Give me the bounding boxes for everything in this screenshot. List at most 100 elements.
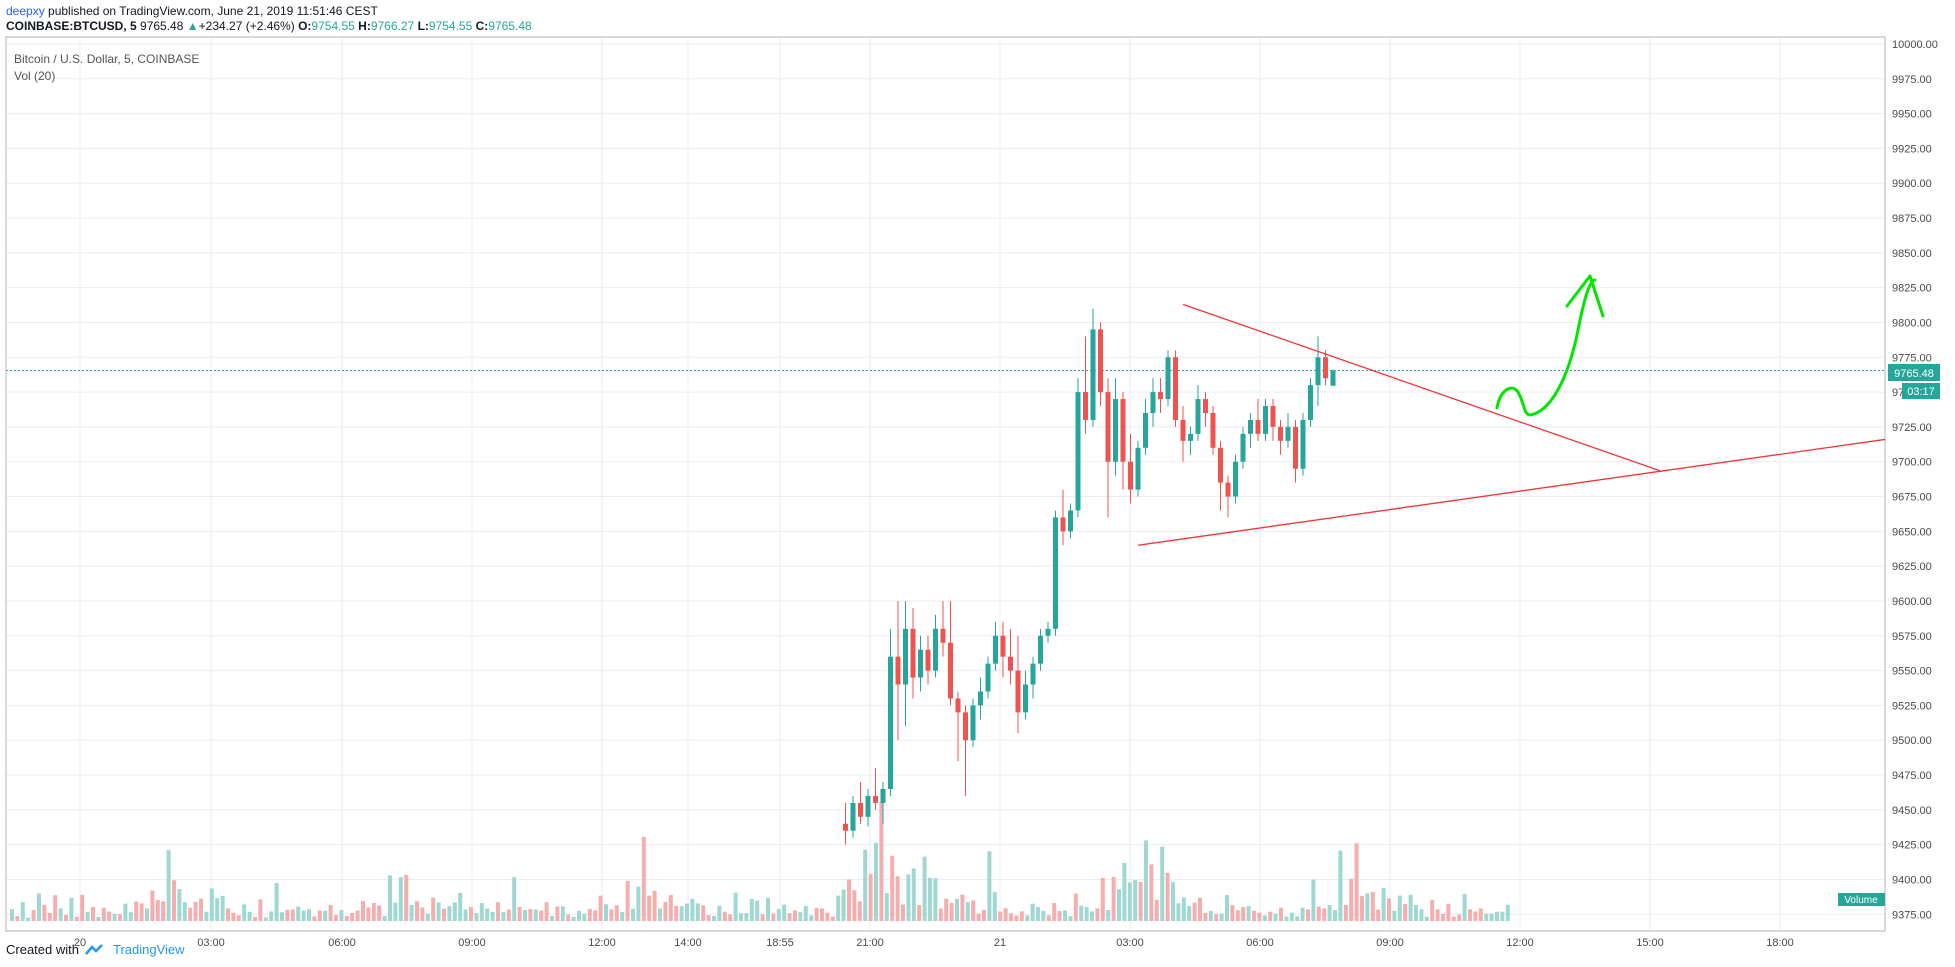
volume-bar [620,911,625,921]
volume-bar [825,912,830,921]
volume-bar [247,911,252,921]
volume-bar [398,877,403,921]
candle [1075,378,1081,518]
volume-bar [118,914,122,921]
x-tick-label: 18:00 [1766,937,1794,949]
volume-bar [361,901,365,921]
symbol-label[interactable]: COINBASE:BTCUSD, 5 [6,19,137,33]
tradingview-logo-icon[interactable] [85,943,107,956]
candle [1330,369,1336,386]
volume-bar [636,886,641,921]
volume-bar [1225,895,1229,921]
y-tick-label: 9375.00 [1892,909,1932,921]
volume-bar [10,909,14,921]
volume-bar [382,915,387,921]
candle [850,795,856,838]
y-tick-label: 9475.00 [1892,770,1932,782]
ohlc-line: COINBASE:BTCUSD, 5 9765.48 ▲+234.27 (+2.… [6,19,532,34]
descending-trendline[interactable] [1182,303,1663,473]
volume-bar [933,878,938,921]
x-tick-label: 20 [74,937,86,949]
candle [963,705,968,796]
volume-bar [1241,907,1246,921]
volume-bar [544,902,549,921]
volume-bar [782,904,787,921]
volume-bar [1176,903,1181,921]
volume-bar [1030,903,1035,921]
volume-bar [652,890,657,921]
volume-bar [404,874,409,921]
candle [1098,322,1103,407]
time-axis[interactable]: 20 03:00 06:00 09:00 12:00 14:00 18:55 21:00 21 0… [74,937,1794,949]
candle [1278,419,1283,455]
volume-bar [539,910,544,921]
volume-bar [1219,913,1224,921]
breakout-arrow[interactable] [1495,278,1597,417]
volume-bar [1095,908,1100,921]
volume-bar [571,916,576,921]
candle [1023,670,1028,720]
volume-bar [1084,906,1089,921]
candle [918,635,923,692]
candle [1255,399,1261,441]
volume-bar [307,909,311,921]
candle [858,782,863,824]
volume-bar [1252,910,1256,921]
volume-bar [706,915,711,921]
volume-bar [139,903,144,921]
volume-bar [285,909,290,921]
volume-bar [1041,910,1046,921]
tradingview-brand[interactable]: TradingView [112,942,185,957]
candle [978,677,983,720]
volume-bar [58,908,63,921]
volume-bar [911,868,916,921]
volume-bar [1392,910,1397,921]
volume-bar [1100,877,1105,921]
ascending-trendline[interactable] [1137,438,1886,546]
author-link[interactable]: deepxy [6,4,45,18]
candle [1143,399,1148,455]
volume-bar [215,898,220,921]
volume-bar [1484,913,1489,921]
volume-bar [647,895,652,921]
volume-bar [452,902,457,921]
volume-bar [193,901,198,921]
volume-bar [960,894,965,921]
volume-bar [1025,915,1030,921]
volume-bar [506,909,511,921]
candle [993,621,998,671]
x-tick-label: 15:00 [1636,937,1664,949]
volume-bar [1111,876,1116,921]
volume-bar [1495,911,1499,921]
candle [1008,628,1013,685]
candle [955,691,961,762]
candle [873,768,878,810]
volume-bar [91,906,95,921]
volume-legend: Vol (20) [14,69,55,83]
volume-bar [1127,882,1132,921]
volume-bar [1360,896,1364,921]
change-up-icon: ▲ [186,19,199,33]
drawings[interactable] [1137,274,1886,546]
created-with-text: Created with [6,942,79,957]
low-label: L: [417,19,429,33]
candle [1053,510,1058,636]
volume-bar [1052,903,1057,921]
volume-bar [733,892,738,921]
volume-bar [517,906,522,921]
volume-bar [1057,910,1062,921]
volume-bar [128,912,133,921]
volume-bar [550,916,554,921]
volume-bar [366,907,371,921]
y-tick-label: 9550.00 [1892,666,1932,678]
volume-bar [668,895,673,921]
volume-bar [393,902,398,921]
price-axis[interactable]: 10000.00 9975.00 9950.00 9925.00 9900.00 9875… [1892,39,1938,921]
candle [888,628,893,796]
volume-bar [874,842,878,921]
volume-bar [1279,907,1283,921]
volume-bar [857,901,862,921]
volume-bar [1505,904,1510,921]
chart-header: deepxy published on TradingView.com, Jun… [6,4,532,34]
